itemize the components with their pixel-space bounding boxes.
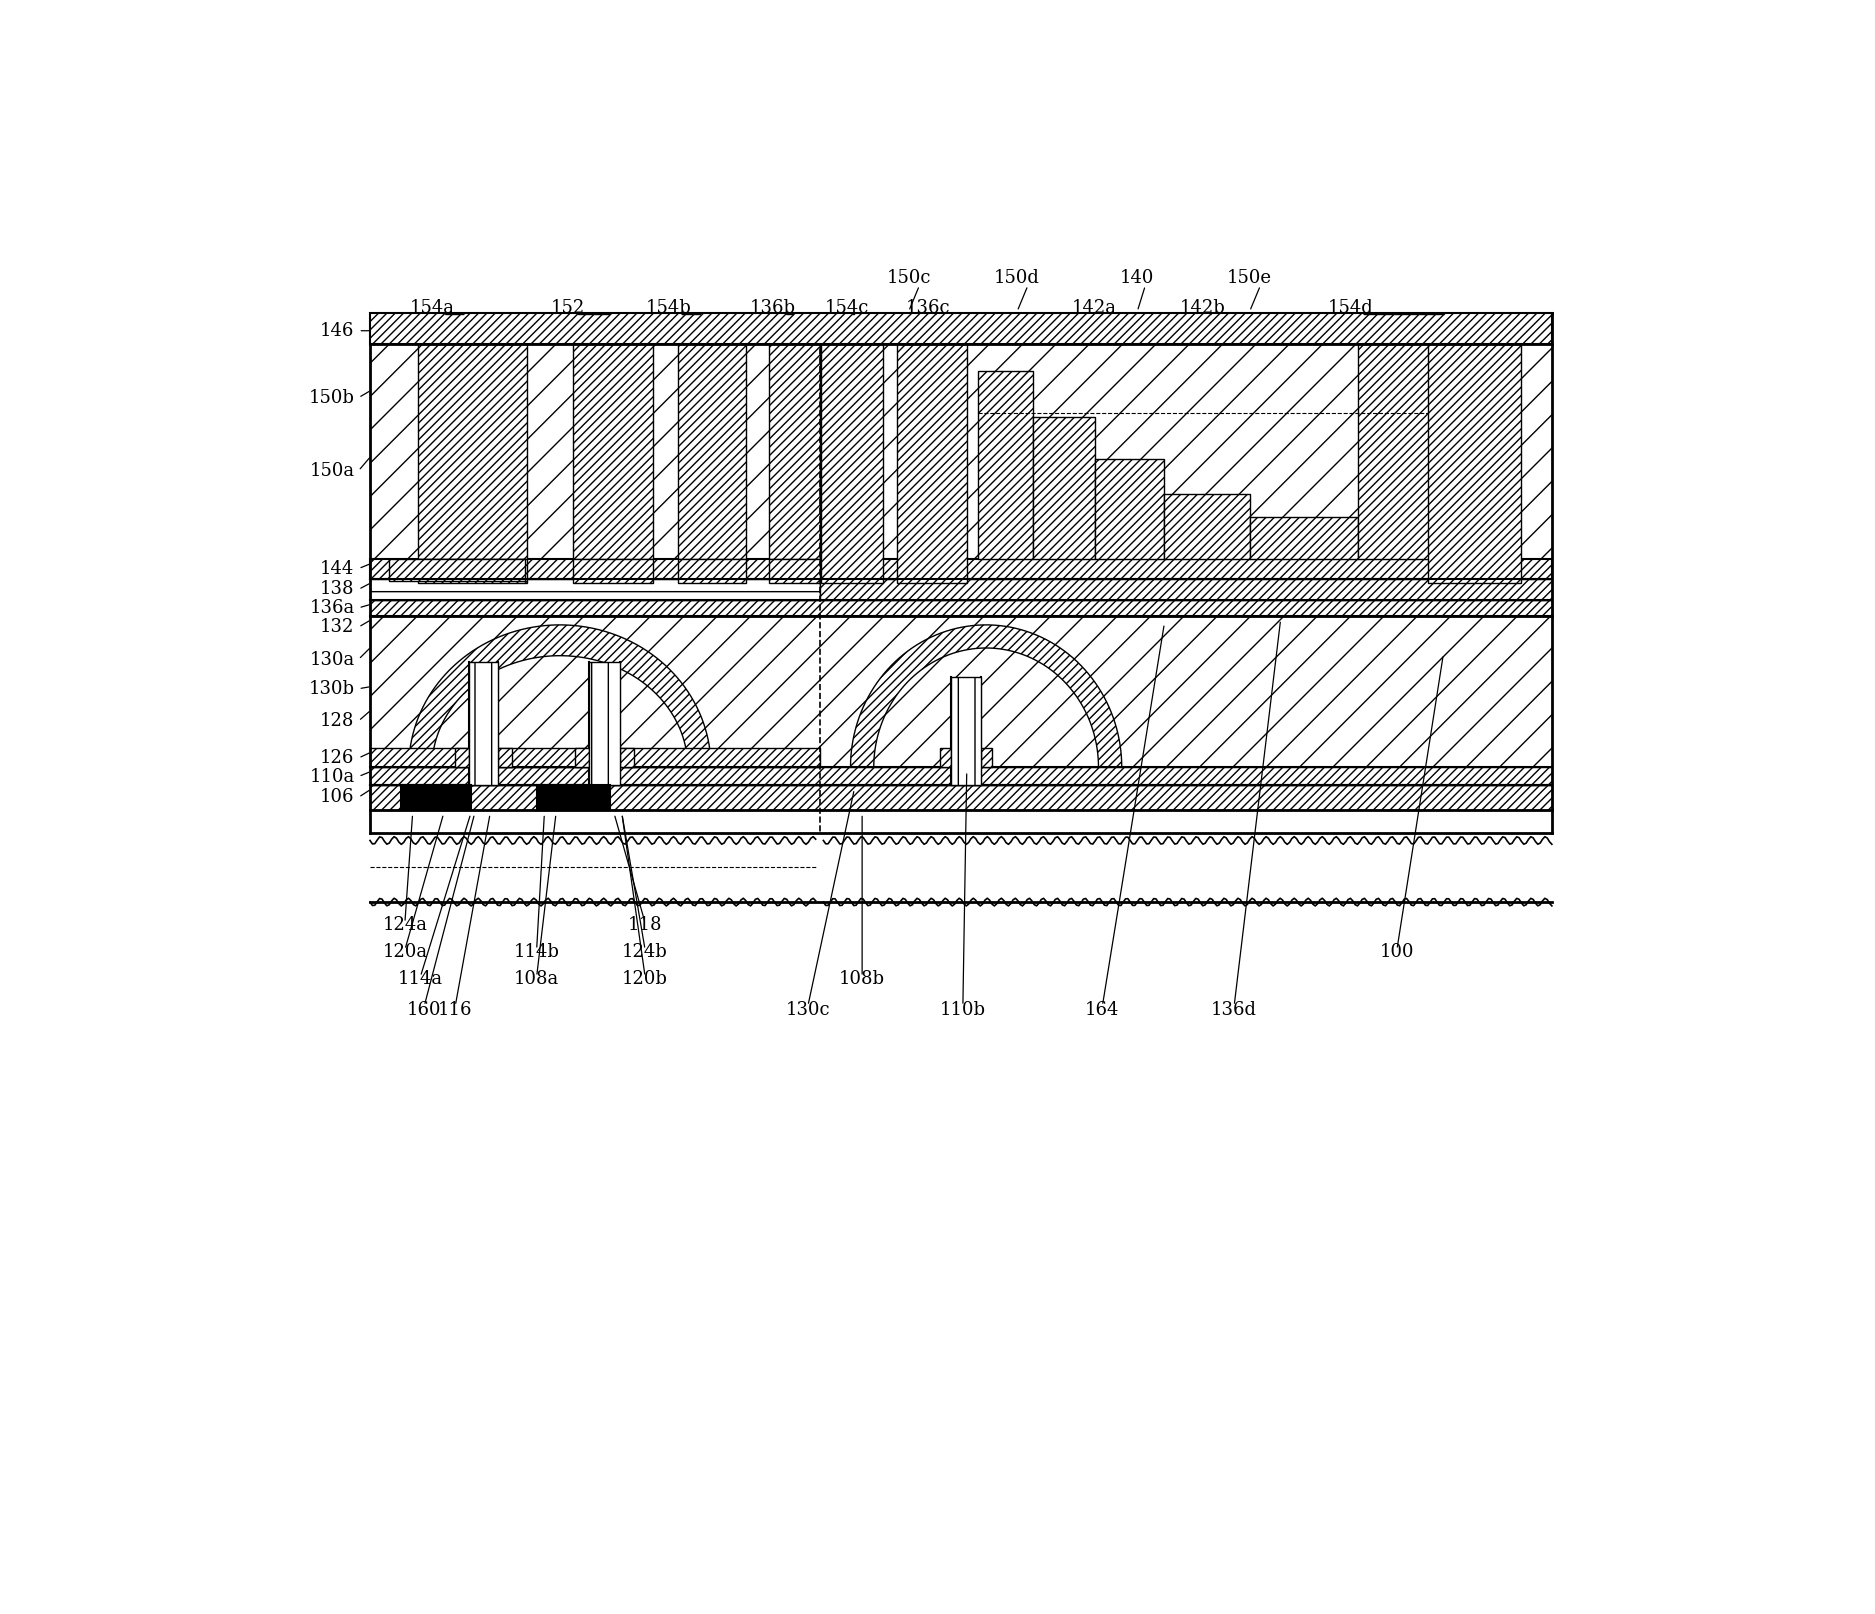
Polygon shape xyxy=(851,625,1121,767)
Bar xyxy=(1164,494,1249,560)
Bar xyxy=(896,344,968,583)
Bar xyxy=(369,747,819,767)
Polygon shape xyxy=(874,647,1099,767)
Bar xyxy=(1033,416,1095,560)
Text: 150c: 150c xyxy=(887,270,930,287)
Text: 136d: 136d xyxy=(1211,1001,1256,1018)
Text: 154c: 154c xyxy=(825,299,868,316)
Bar xyxy=(574,560,652,583)
Text: 120b: 120b xyxy=(622,970,667,988)
Bar xyxy=(679,344,746,560)
Bar xyxy=(369,767,1552,784)
Text: 150d: 150d xyxy=(994,270,1041,287)
Bar xyxy=(679,560,746,583)
Bar xyxy=(589,662,619,784)
Text: 120a: 120a xyxy=(382,943,428,960)
Text: 150a: 150a xyxy=(309,462,354,479)
Text: 154d: 154d xyxy=(1328,299,1372,316)
Text: 142b: 142b xyxy=(1179,299,1226,316)
Bar xyxy=(769,560,819,583)
Text: 128: 128 xyxy=(321,712,354,730)
Bar xyxy=(390,560,525,581)
Text: 138: 138 xyxy=(321,581,354,599)
Bar xyxy=(456,747,469,767)
Bar xyxy=(1095,460,1164,560)
Bar xyxy=(769,344,819,560)
Text: 144: 144 xyxy=(321,560,354,578)
Bar xyxy=(574,344,652,560)
Text: 150e: 150e xyxy=(1226,270,1271,287)
Polygon shape xyxy=(431,655,688,767)
Text: 142a: 142a xyxy=(1072,299,1118,316)
Bar xyxy=(369,313,1552,344)
Text: 124b: 124b xyxy=(622,943,667,960)
Bar xyxy=(819,344,1552,560)
Text: 100: 100 xyxy=(1380,943,1414,960)
Text: 154a: 154a xyxy=(409,299,454,316)
Bar xyxy=(369,344,819,560)
Text: 164: 164 xyxy=(1086,1001,1119,1018)
Text: 108a: 108a xyxy=(514,970,559,988)
Bar xyxy=(981,747,992,767)
Text: 132: 132 xyxy=(321,618,354,636)
Text: 150b: 150b xyxy=(309,389,354,407)
Bar xyxy=(369,579,819,600)
Text: 124a: 124a xyxy=(382,917,428,935)
Text: 106: 106 xyxy=(321,788,354,807)
Text: 154b: 154b xyxy=(645,299,692,316)
Text: 146: 146 xyxy=(321,321,354,339)
Text: 136b: 136b xyxy=(750,299,797,316)
Bar xyxy=(951,678,981,784)
Bar xyxy=(536,784,609,810)
Text: 108b: 108b xyxy=(840,970,885,988)
Text: 136c: 136c xyxy=(906,299,951,316)
Bar xyxy=(369,615,1552,810)
Bar xyxy=(418,560,527,583)
Text: 130c: 130c xyxy=(786,1001,831,1018)
Text: 136a: 136a xyxy=(309,599,354,617)
Bar xyxy=(576,747,589,767)
Bar xyxy=(819,579,1552,600)
Bar xyxy=(418,344,527,560)
Text: 114b: 114b xyxy=(514,943,559,960)
Bar xyxy=(499,747,512,767)
Bar xyxy=(1429,344,1521,583)
Bar xyxy=(469,662,499,784)
Bar xyxy=(939,747,951,767)
Bar xyxy=(401,784,471,810)
Polygon shape xyxy=(409,625,711,767)
Bar xyxy=(619,747,634,767)
Text: 130b: 130b xyxy=(309,679,354,697)
Text: 160: 160 xyxy=(407,1001,441,1018)
Bar xyxy=(979,371,1033,560)
Bar xyxy=(369,560,1552,579)
Text: 118: 118 xyxy=(628,917,662,935)
Bar xyxy=(369,600,1552,615)
Bar xyxy=(1249,516,1358,560)
Text: 110b: 110b xyxy=(939,1001,986,1018)
Text: 126: 126 xyxy=(321,749,354,767)
Bar xyxy=(369,784,1552,810)
Text: 110a: 110a xyxy=(309,768,354,786)
Text: 152: 152 xyxy=(551,299,585,316)
Bar xyxy=(821,344,883,583)
Text: 140: 140 xyxy=(1119,270,1155,287)
Text: 130a: 130a xyxy=(309,650,354,668)
Text: 114a: 114a xyxy=(398,970,442,988)
Bar xyxy=(1358,344,1474,560)
Text: 116: 116 xyxy=(439,1001,472,1018)
